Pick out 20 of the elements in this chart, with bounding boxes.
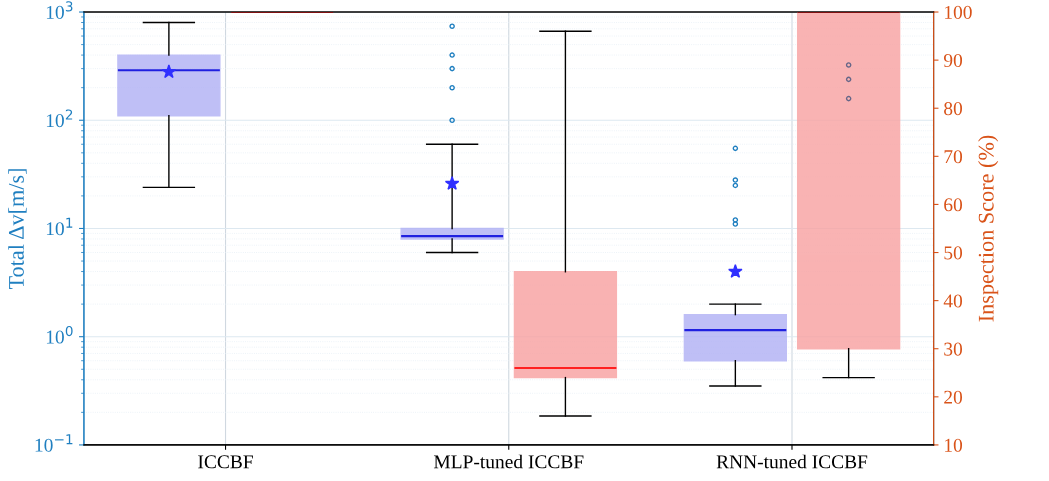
- y-tick-label: 10$^{1}$: [46, 217, 73, 236]
- x-tick-label: ICCBF: [198, 455, 253, 469]
- y2-tick-label: 20: [944, 390, 963, 404]
- x-tick-label: RNN-tuned ICCBF: [716, 454, 868, 469]
- y2-tick-label: 90: [943, 53, 963, 68]
- y2-tick-label: 60: [944, 198, 963, 212]
- y2-tick-label: 100: [945, 5, 972, 19]
- y-tick-label: 10$^{2}$: [46, 109, 73, 128]
- y2-tick-label: 70: [944, 150, 963, 164]
- y2-tick-label: 30: [944, 342, 963, 356]
- y2-tick-label: 50: [944, 246, 963, 260]
- x-tick-label: MLP-tuned ICCBF: [433, 454, 584, 469]
- y2-axis-title: Inspection Score (%): [978, 135, 999, 322]
- y-tick-label: 10$^{3}$: [46, 1, 73, 19]
- y2-tick-label: 40: [943, 294, 963, 308]
- y2-tick-label: 80: [944, 102, 963, 116]
- y-tick-label: 10$^{0}$: [46, 325, 73, 344]
- y-axis-title: Total Δv[m/s]: [8, 169, 27, 290]
- y-tick-label: 10$^{−1}$: [35, 434, 73, 452]
- y2-tick-label: 10: [945, 438, 963, 452]
